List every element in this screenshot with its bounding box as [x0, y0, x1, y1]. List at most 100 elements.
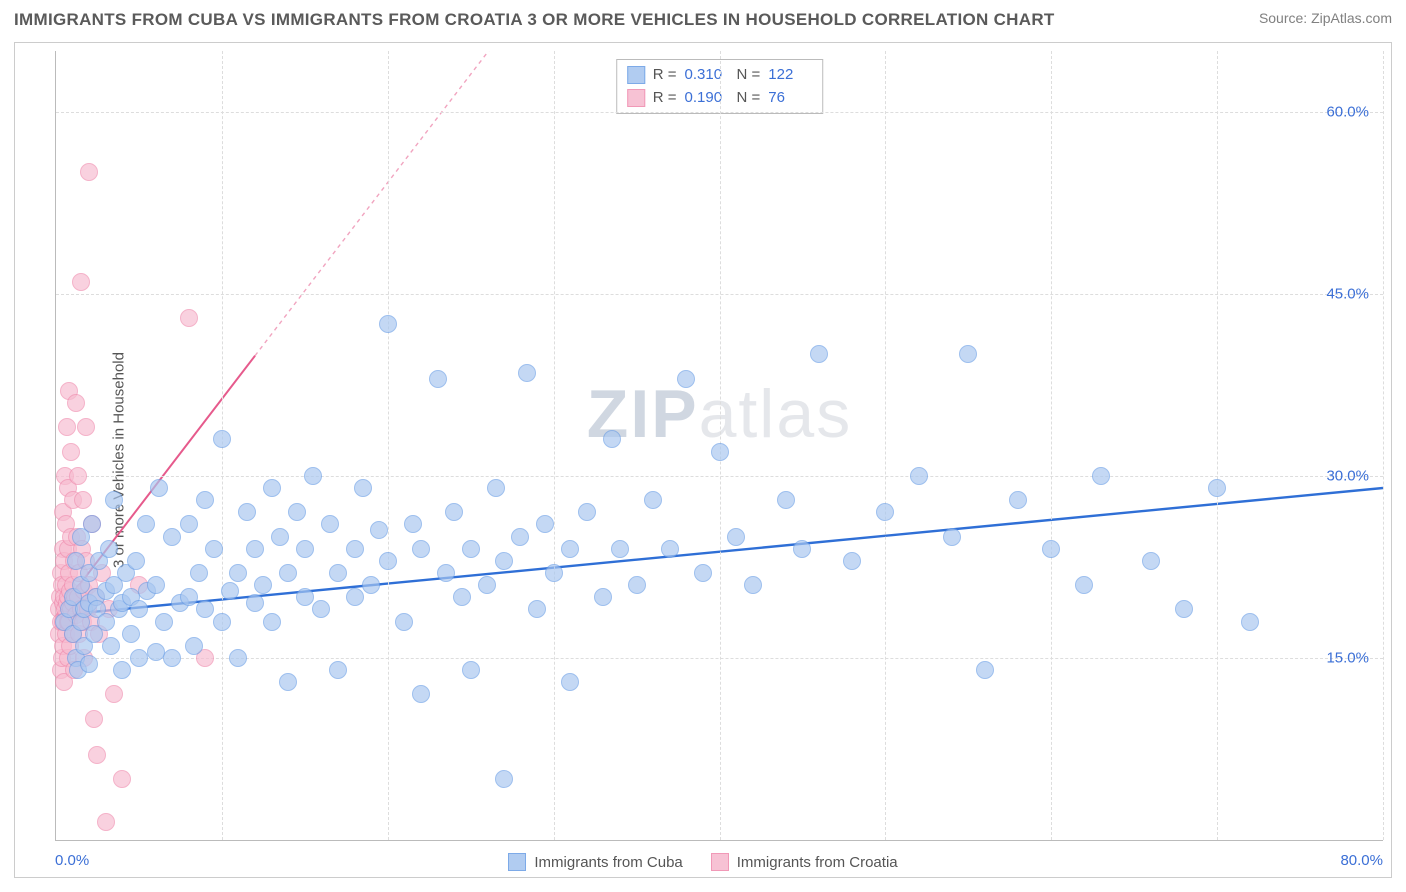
data-point-cuba — [147, 643, 165, 661]
data-point-cuba — [221, 582, 239, 600]
x-tick-label: 80.0% — [1340, 852, 1383, 869]
data-point-cuba — [137, 515, 155, 533]
data-point-cuba — [1075, 576, 1093, 594]
data-point-cuba — [150, 479, 168, 497]
data-point-croatia — [97, 813, 115, 831]
data-point-cuba — [876, 503, 894, 521]
data-point-cuba — [113, 661, 131, 679]
data-point-cuba — [594, 588, 612, 606]
data-point-cuba — [694, 564, 712, 582]
chart-container: 3 or more Vehicles in Household ZIPatlas… — [14, 42, 1392, 878]
data-point-cuba — [288, 503, 306, 521]
gridline-v — [1051, 51, 1052, 840]
x-tick-label: 0.0% — [55, 852, 89, 869]
chart-title: IMMIGRANTS FROM CUBA VS IMMIGRANTS FROM … — [14, 10, 1055, 30]
data-point-cuba — [453, 588, 471, 606]
data-point-cuba — [238, 503, 256, 521]
data-point-cuba — [246, 594, 264, 612]
data-point-cuba — [528, 600, 546, 618]
data-point-croatia — [88, 746, 106, 764]
data-point-cuba — [346, 588, 364, 606]
data-point-cuba — [1142, 552, 1160, 570]
data-point-cuba — [329, 661, 347, 679]
y-tick-label: 15.0% — [1326, 649, 1369, 666]
data-point-cuba — [727, 528, 745, 546]
r-label: R = — [653, 64, 677, 87]
data-point-cuba — [130, 600, 148, 618]
data-point-cuba — [1009, 491, 1027, 509]
data-point-cuba — [127, 552, 145, 570]
data-point-cuba — [100, 540, 118, 558]
cuba-r-value: 0.310 — [685, 64, 729, 87]
data-point-cuba — [810, 345, 828, 363]
data-point-cuba — [321, 515, 339, 533]
data-point-cuba — [395, 613, 413, 631]
data-point-cuba — [105, 491, 123, 509]
data-point-cuba — [412, 540, 430, 558]
gridline-v — [1383, 51, 1384, 840]
data-point-cuba — [959, 345, 977, 363]
legend-item-croatia: Immigrants from Croatia — [711, 853, 898, 871]
data-point-cuba — [603, 430, 621, 448]
data-point-cuba — [122, 625, 140, 643]
data-point-cuba — [628, 576, 646, 594]
n-label-2: N = — [737, 87, 761, 110]
data-point-cuba — [229, 564, 247, 582]
data-point-cuba — [578, 503, 596, 521]
data-point-cuba — [271, 528, 289, 546]
data-point-cuba — [130, 649, 148, 667]
data-point-cuba — [1241, 613, 1259, 631]
data-point-cuba — [545, 564, 563, 582]
data-point-cuba — [910, 467, 928, 485]
data-point-cuba — [83, 515, 101, 533]
data-point-croatia — [180, 309, 198, 327]
data-point-cuba — [304, 467, 322, 485]
data-point-croatia — [72, 273, 90, 291]
data-point-croatia — [113, 770, 131, 788]
data-point-cuba — [346, 540, 364, 558]
data-point-cuba — [279, 673, 297, 691]
data-point-cuba — [163, 528, 181, 546]
data-point-cuba — [296, 540, 314, 558]
data-point-cuba — [404, 515, 422, 533]
data-point-cuba — [843, 552, 861, 570]
data-point-cuba — [163, 649, 181, 667]
data-point-cuba — [190, 564, 208, 582]
data-point-croatia — [74, 491, 92, 509]
data-point-cuba — [511, 528, 529, 546]
data-point-cuba — [263, 479, 281, 497]
data-point-cuba — [611, 540, 629, 558]
data-point-cuba — [180, 515, 198, 533]
data-point-croatia — [85, 710, 103, 728]
legend-label-cuba: Immigrants from Cuba — [534, 854, 682, 871]
data-point-cuba — [644, 491, 662, 509]
data-point-croatia — [105, 685, 123, 703]
y-tick-label: 30.0% — [1326, 467, 1369, 484]
data-point-cuba — [147, 576, 165, 594]
plot-area: ZIPatlas R = 0.310 N = 122 R = 0.190 N =… — [55, 51, 1383, 841]
data-point-cuba — [196, 491, 214, 509]
data-point-cuba — [1208, 479, 1226, 497]
data-point-cuba — [180, 588, 198, 606]
data-point-cuba — [561, 540, 579, 558]
croatia-r-value: 0.190 — [685, 87, 729, 110]
data-point-cuba — [1175, 600, 1193, 618]
data-point-cuba — [296, 588, 314, 606]
data-point-cuba — [80, 655, 98, 673]
data-point-cuba — [329, 564, 347, 582]
data-point-cuba — [213, 613, 231, 631]
data-point-cuba — [976, 661, 994, 679]
data-point-croatia — [69, 467, 87, 485]
data-point-cuba — [263, 613, 281, 631]
data-point-cuba — [279, 564, 297, 582]
data-point-croatia — [58, 418, 76, 436]
swatch-cuba-2 — [508, 853, 526, 871]
data-point-cuba — [437, 564, 455, 582]
data-point-cuba — [196, 600, 214, 618]
data-point-cuba — [102, 637, 120, 655]
data-point-cuba — [536, 515, 554, 533]
data-point-cuba — [462, 540, 480, 558]
data-point-cuba — [379, 315, 397, 333]
data-point-croatia — [62, 443, 80, 461]
n-label: N = — [737, 64, 761, 87]
